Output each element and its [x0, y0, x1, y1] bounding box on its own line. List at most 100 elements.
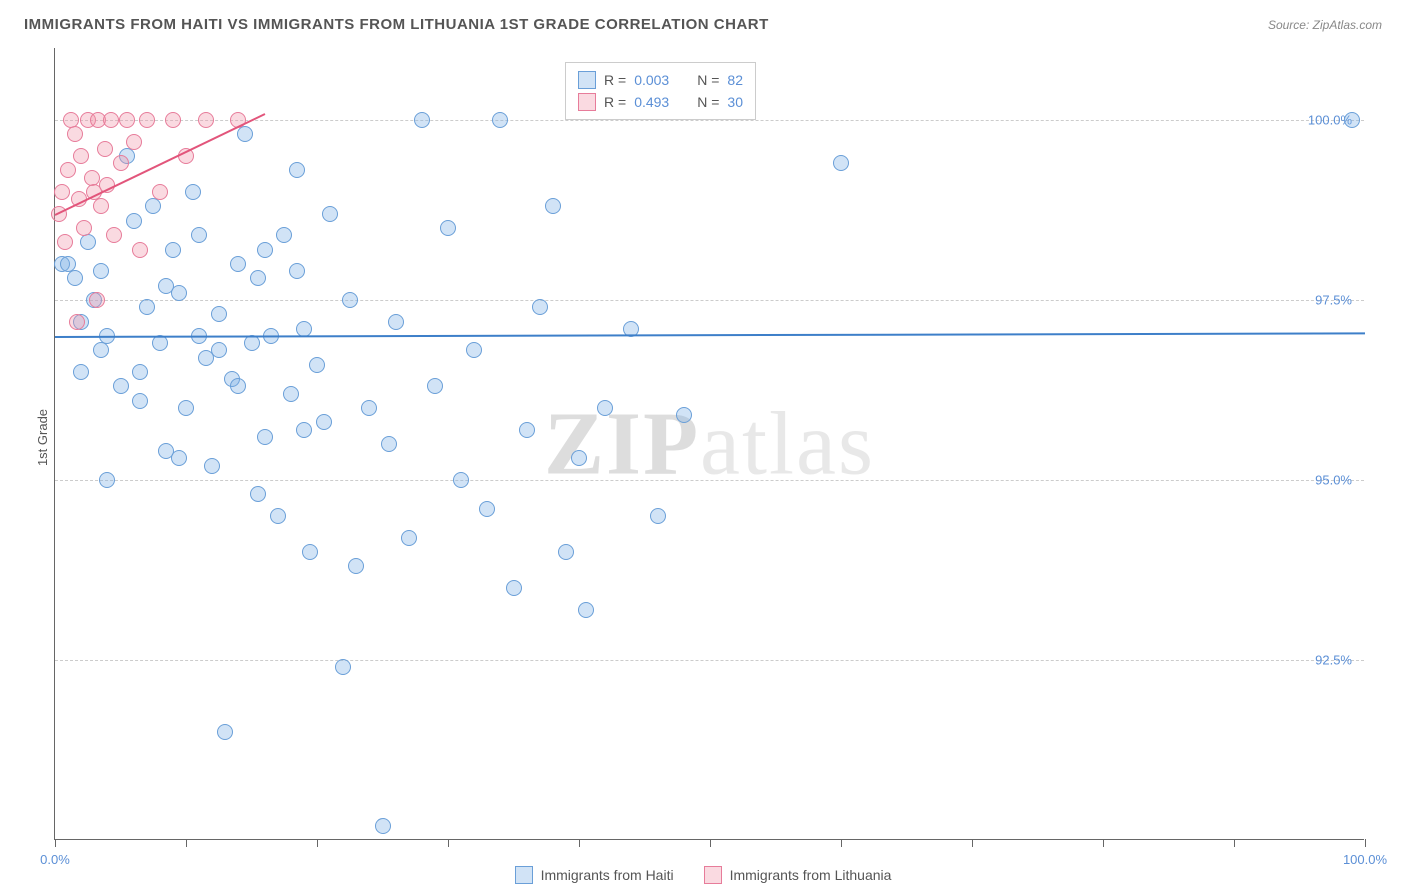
series-legend: Immigrants from Haiti Immigrants from Lit… [0, 866, 1406, 884]
data-point [676, 407, 692, 423]
data-point [532, 299, 548, 315]
data-point [165, 242, 181, 258]
data-point [106, 227, 122, 243]
data-point [833, 155, 849, 171]
y-tick-label: 92.5% [1315, 653, 1352, 668]
data-point [93, 342, 109, 358]
data-point [211, 342, 227, 358]
data-point [401, 530, 417, 546]
y-axis-label: 1st Grade [35, 409, 50, 466]
legend-r-label: R = [604, 94, 626, 110]
scatter-plot-area: ZIPatlas R =0.003N =82R =0.493N =30 92.5… [54, 48, 1364, 840]
data-point [145, 198, 161, 214]
data-point [198, 112, 214, 128]
data-point [440, 220, 456, 236]
data-point [289, 263, 305, 279]
x-tick [186, 839, 187, 847]
data-point [93, 198, 109, 214]
legend-r-label: R = [604, 72, 626, 88]
data-point [302, 544, 318, 560]
data-point [139, 299, 155, 315]
legend-n-value: 82 [727, 72, 743, 88]
regression-line [55, 113, 265, 216]
source-attribution: Source: ZipAtlas.com [1268, 18, 1382, 32]
legend-swatch [578, 71, 596, 89]
x-tick [448, 839, 449, 847]
data-point [296, 422, 312, 438]
data-point [506, 580, 522, 596]
regression-line [55, 332, 1365, 338]
data-point [113, 378, 129, 394]
data-point [650, 508, 666, 524]
data-point [113, 155, 129, 171]
chart-title: IMMIGRANTS FROM HAITI VS IMMIGRANTS FROM… [24, 16, 769, 33]
data-point [165, 112, 181, 128]
data-point [76, 220, 92, 236]
data-point [132, 364, 148, 380]
grid-line [55, 660, 1364, 661]
data-point [492, 112, 508, 128]
data-point [119, 112, 135, 128]
data-point [230, 256, 246, 272]
data-point [283, 386, 299, 402]
x-tick [841, 839, 842, 847]
legend-row: R =0.493N =30 [578, 91, 743, 113]
x-tick-label: 100.0% [1343, 852, 1387, 867]
x-tick [317, 839, 318, 847]
data-point [270, 508, 286, 524]
x-tick [1234, 839, 1235, 847]
data-point [80, 234, 96, 250]
data-point [257, 429, 273, 445]
data-point [558, 544, 574, 560]
data-point [519, 422, 535, 438]
data-point [276, 227, 292, 243]
legend-n-value: 30 [727, 94, 743, 110]
data-point [597, 400, 613, 416]
data-point [342, 292, 358, 308]
data-point [191, 227, 207, 243]
legend-n-label: N = [697, 72, 719, 88]
data-point [99, 472, 115, 488]
y-tick-label: 97.5% [1315, 293, 1352, 308]
grid-line [55, 300, 1364, 301]
data-point [89, 292, 105, 308]
series-name: Immigrants from Haiti [541, 867, 674, 883]
data-point [73, 148, 89, 164]
data-point [139, 112, 155, 128]
data-point [289, 162, 305, 178]
data-point [230, 378, 246, 394]
data-point [250, 270, 266, 286]
data-point [453, 472, 469, 488]
x-tick [1365, 839, 1366, 847]
grid-line [55, 480, 1364, 481]
data-point [126, 134, 142, 150]
data-point [335, 659, 351, 675]
data-point [427, 378, 443, 394]
data-point [348, 558, 364, 574]
x-tick [579, 839, 580, 847]
data-point [57, 234, 73, 250]
data-point [69, 314, 85, 330]
data-point [316, 414, 332, 430]
legend-swatch [578, 93, 596, 111]
data-point [67, 126, 83, 142]
x-tick [55, 839, 56, 847]
y-tick-label: 95.0% [1315, 473, 1352, 488]
data-point [54, 184, 70, 200]
legend-row: R = 0.003 N = 82 [578, 69, 743, 91]
data-point [211, 306, 227, 322]
data-point [250, 486, 266, 502]
data-point [185, 184, 201, 200]
data-point [322, 206, 338, 222]
data-point [126, 213, 142, 229]
data-point [97, 141, 113, 157]
data-point [545, 198, 561, 214]
series-name: Immigrants from Lithuania [730, 867, 892, 883]
data-point [171, 450, 187, 466]
data-point [152, 184, 168, 200]
legend-r-value: 0.003 [634, 72, 669, 88]
data-point [375, 818, 391, 834]
data-point [381, 436, 397, 452]
x-tick [1103, 839, 1104, 847]
correlation-legend: R = 0.003 N = 82 R =0.493N =30 [565, 62, 756, 120]
